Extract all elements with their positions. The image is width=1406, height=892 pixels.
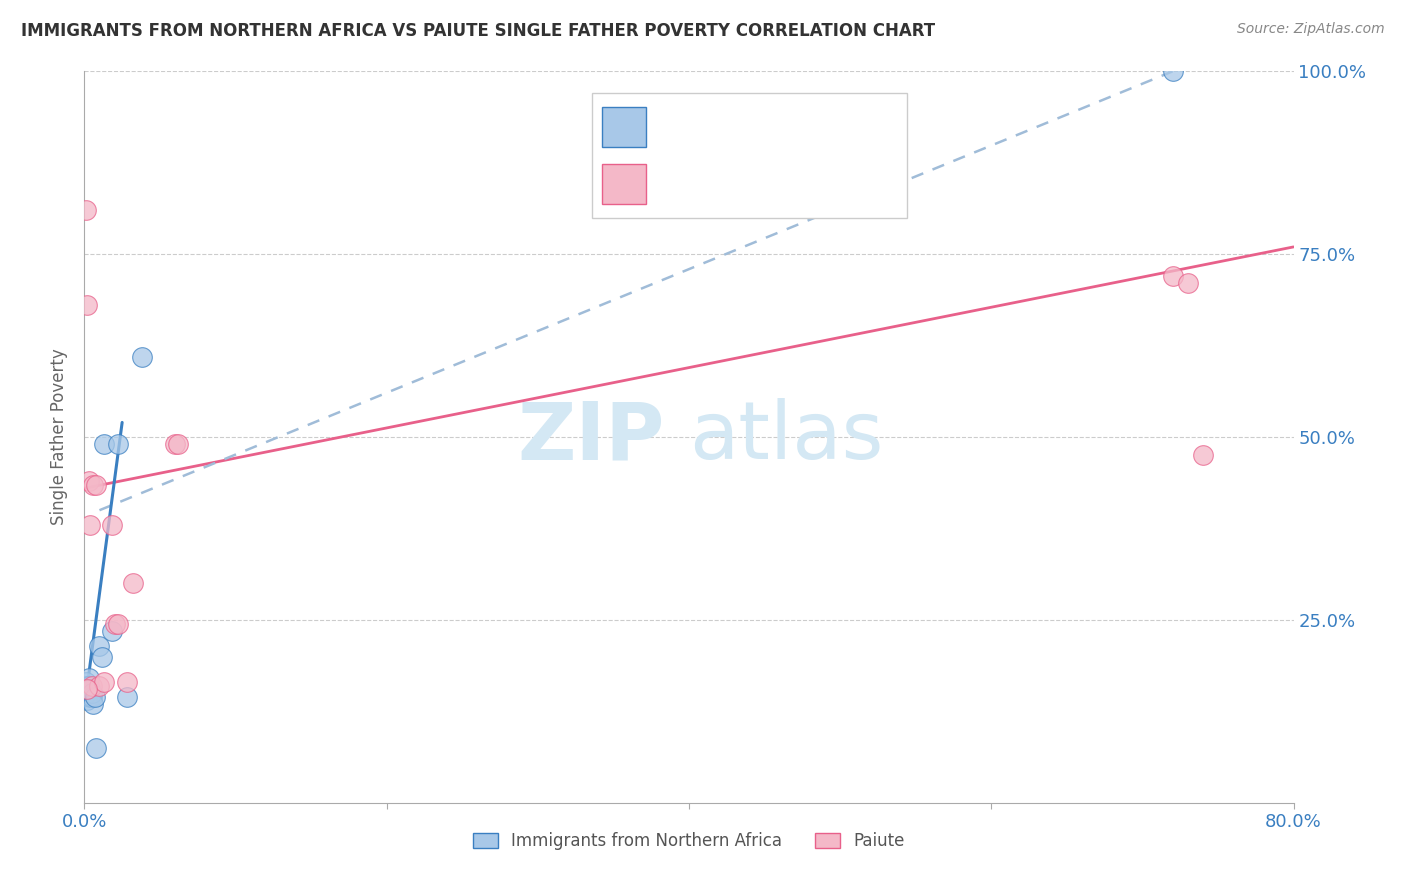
Point: [75, 675, 97, 690]
Point: [1161, 64, 1184, 78]
Point: [89, 679, 111, 693]
Point: [121, 576, 143, 591]
Point: [82, 477, 104, 491]
Point: [75, 679, 97, 693]
Point: [76, 693, 98, 707]
Point: [1192, 448, 1215, 462]
Point: [107, 616, 129, 631]
Point: [104, 616, 127, 631]
Point: [115, 690, 138, 704]
Point: [79, 517, 101, 532]
Y-axis label: Single Father Poverty: Single Father Poverty: [51, 349, 69, 525]
Point: [91, 649, 114, 664]
Point: [100, 624, 122, 638]
Point: [80, 690, 103, 704]
Text: IMMIGRANTS FROM NORTHERN AFRICA VS PAIUTE SINGLE FATHER POVERTY CORRELATION CHAR: IMMIGRANTS FROM NORTHERN AFRICA VS PAIUT…: [21, 22, 935, 40]
Point: [77, 672, 100, 686]
Point: [86, 740, 108, 755]
Point: [167, 437, 190, 451]
Point: [82, 697, 104, 711]
Point: [107, 437, 129, 451]
Legend: Immigrants from Northern Africa, Paiute: Immigrants from Northern Africa, Paiute: [465, 825, 912, 856]
Point: [84, 690, 107, 704]
Point: [79, 690, 101, 704]
Point: [80, 686, 103, 700]
Point: [77, 682, 100, 697]
Point: [76, 682, 98, 697]
Point: [165, 437, 187, 451]
Point: [89, 639, 111, 653]
Text: Source: ZipAtlas.com: Source: ZipAtlas.com: [1237, 22, 1385, 37]
Point: [131, 350, 153, 364]
Point: [115, 675, 138, 690]
Point: [77, 679, 100, 693]
Text: atlas: atlas: [689, 398, 883, 476]
Point: [86, 477, 108, 491]
Point: [79, 682, 101, 697]
Point: [76, 686, 98, 700]
Point: [75, 203, 97, 218]
Point: [93, 437, 115, 451]
Point: [77, 474, 100, 488]
Point: [80, 679, 103, 693]
Text: ZIP: ZIP: [517, 398, 665, 476]
Point: [76, 682, 98, 697]
Point: [76, 298, 98, 312]
Point: [1161, 269, 1184, 284]
Point: [100, 517, 122, 532]
Point: [1177, 277, 1199, 291]
Point: [75, 682, 97, 697]
Point: [76, 679, 98, 693]
Point: [93, 675, 115, 690]
